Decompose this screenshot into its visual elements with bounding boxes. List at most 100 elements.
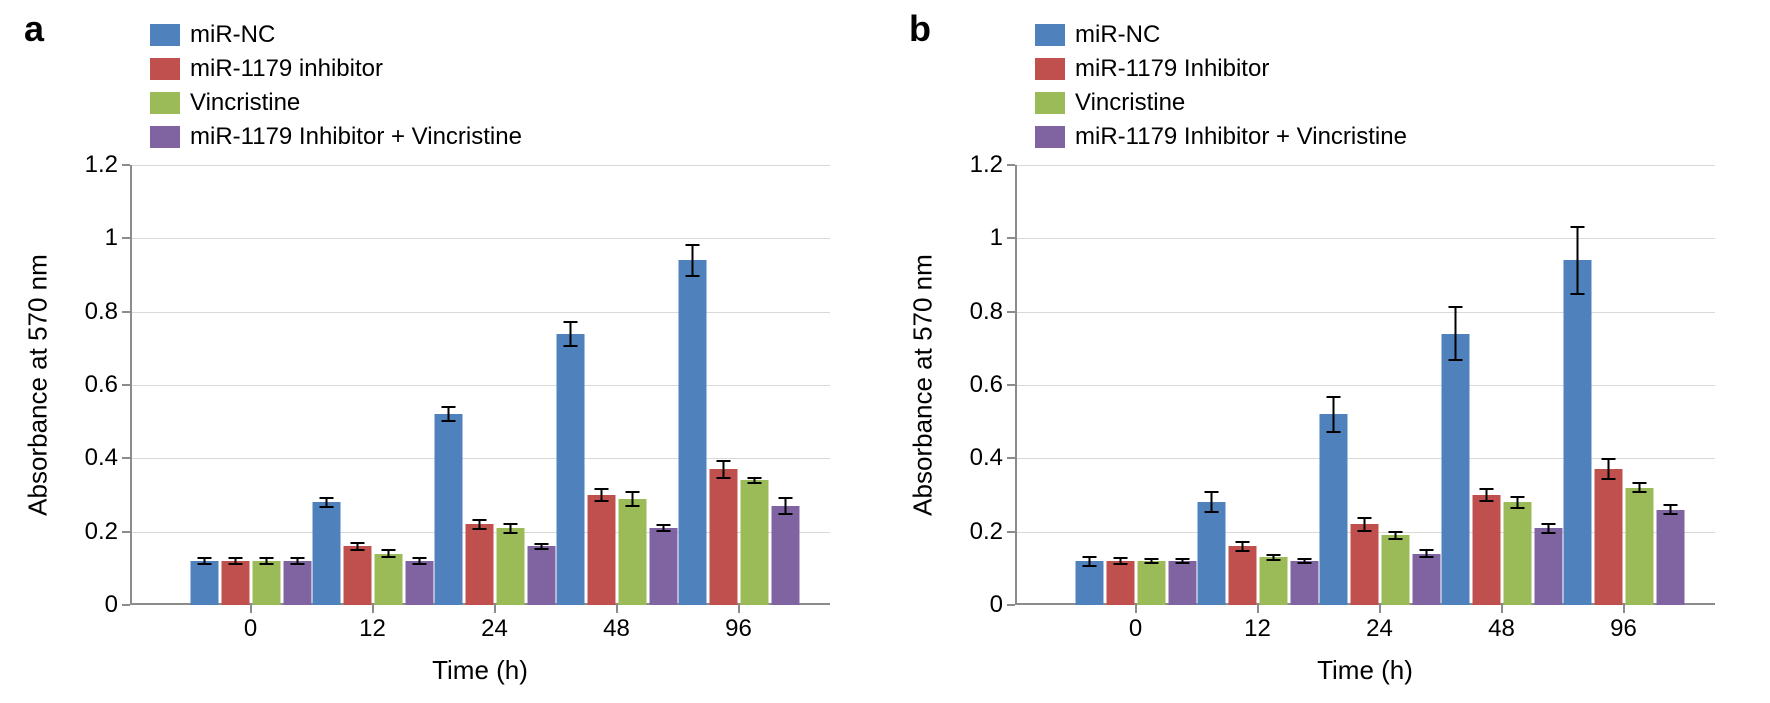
gridline (1015, 165, 1715, 166)
y-axis (1015, 165, 1017, 605)
bar (1197, 502, 1225, 605)
panel-a: amiR-NCmiR-1179 inhibitorVincristinemiR-… (0, 0, 885, 703)
bar (1168, 561, 1196, 605)
bar (1534, 528, 1562, 605)
y-tick-label: 0.2 (970, 518, 1003, 546)
x-tick-label: 12 (359, 615, 386, 643)
bar (1441, 334, 1469, 605)
bar (709, 469, 737, 605)
bar (1319, 414, 1347, 605)
y-tick-label: 0.8 (85, 298, 118, 326)
bar (1656, 510, 1684, 605)
x-tick-label: 96 (725, 615, 752, 643)
y-tick-label: 0.8 (970, 298, 1003, 326)
y-tick-label: 1 (990, 224, 1003, 252)
x-tick-label: 96 (1610, 615, 1637, 643)
y-tick-label: 0 (990, 591, 1003, 619)
y-axis-title: Absorbance at 570 nm (908, 254, 939, 516)
y-tick-label: 1.2 (85, 151, 118, 179)
x-tick (1257, 605, 1259, 613)
bar (618, 499, 646, 605)
bar (1350, 524, 1378, 605)
x-tick-label: 12 (1244, 615, 1271, 643)
legend-item: miR-1179 Inhibitor (1035, 52, 1407, 86)
y-tick-label: 0.4 (970, 444, 1003, 472)
x-tick (1623, 605, 1625, 613)
bar (587, 495, 615, 605)
legend-item: miR-1179 Inhibitor + Vincristine (150, 120, 522, 154)
legend: miR-NCmiR-1179 inhibitorVincristinemiR-1… (150, 18, 522, 154)
bar (1290, 561, 1318, 605)
x-tick (250, 605, 252, 613)
bar (1412, 554, 1440, 605)
legend: miR-NCmiR-1179 InhibitorVincristinemiR-1… (1035, 18, 1407, 154)
x-tick (616, 605, 618, 613)
y-tick-label: 0.2 (85, 518, 118, 546)
bar (1106, 561, 1134, 605)
bar (1381, 535, 1409, 605)
x-tick-label: 0 (244, 615, 257, 643)
y-tick (1007, 384, 1015, 386)
y-tick (1007, 164, 1015, 166)
bar-group (434, 414, 555, 605)
legend-label: Vincristine (190, 89, 300, 117)
legend-swatch (150, 92, 180, 114)
bar (1625, 488, 1653, 605)
bar (1563, 260, 1591, 605)
gridline (130, 238, 830, 239)
x-tick-label: 24 (1366, 615, 1393, 643)
bar-group (678, 260, 799, 605)
bar (1594, 469, 1622, 605)
legend-swatch (150, 24, 180, 46)
x-tick (372, 605, 374, 613)
gridline (130, 165, 830, 166)
y-tick (1007, 457, 1015, 459)
bar (405, 561, 433, 605)
x-axis-title: Time (h) (432, 655, 528, 686)
figure: amiR-NCmiR-1179 inhibitorVincristinemiR-… (0, 0, 1770, 703)
y-tick (1007, 237, 1015, 239)
y-tick (1007, 531, 1015, 533)
legend-swatch (1035, 24, 1065, 46)
legend-label: miR-NC (190, 21, 275, 49)
x-axis-title: Time (h) (1317, 655, 1413, 686)
y-tick-label: 1.2 (970, 151, 1003, 179)
bar-group (1563, 260, 1684, 605)
x-tick (494, 605, 496, 613)
y-tick (122, 237, 130, 239)
bar (1075, 561, 1103, 605)
bar (283, 561, 311, 605)
bar (771, 506, 799, 605)
plot-area: 00.20.40.60.811.2012244896 (1015, 165, 1715, 605)
plot-area: 00.20.40.60.811.2012244896 (130, 165, 830, 605)
bar (190, 561, 218, 605)
bar (1228, 546, 1256, 605)
bar (1137, 561, 1165, 605)
legend-swatch (1035, 92, 1065, 114)
x-tick (738, 605, 740, 613)
bar (374, 554, 402, 605)
y-tick (122, 531, 130, 533)
panel-b: bmiR-NCmiR-1179 InhibitorVincristinemiR-… (885, 0, 1770, 703)
y-tick-label: 0.4 (85, 444, 118, 472)
y-axis-title: Absorbance at 570 nm (23, 254, 54, 516)
x-tick (1379, 605, 1381, 613)
bar (465, 524, 493, 605)
y-axis (130, 165, 132, 605)
y-tick-label: 0 (105, 591, 118, 619)
bar-group (312, 502, 433, 605)
bar (496, 528, 524, 605)
x-tick (1135, 605, 1137, 613)
bar-group (1319, 414, 1440, 605)
x-tick-label: 0 (1129, 615, 1142, 643)
y-tick (1007, 604, 1015, 606)
bar (1472, 495, 1500, 605)
y-tick (122, 457, 130, 459)
legend-item: miR-1179 Inhibitor + Vincristine (1035, 120, 1407, 154)
bar-group (1197, 502, 1318, 605)
bar (312, 502, 340, 605)
x-tick-label: 48 (1488, 615, 1515, 643)
y-tick (122, 604, 130, 606)
legend-label: miR-1179 Inhibitor + Vincristine (190, 123, 522, 151)
bar-group (1441, 334, 1562, 605)
